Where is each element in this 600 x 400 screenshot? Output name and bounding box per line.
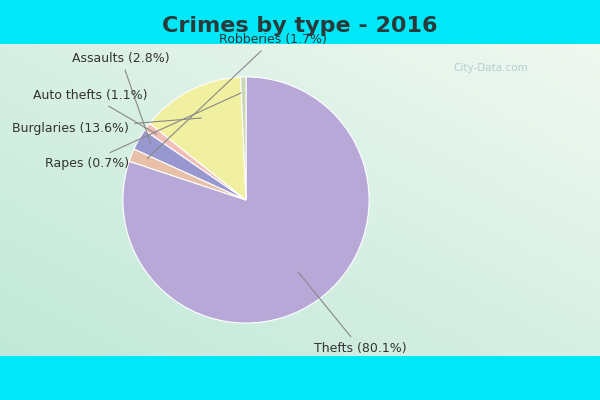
Text: Thefts (80.1%): Thefts (80.1%) <box>298 272 406 354</box>
Wedge shape <box>129 149 246 200</box>
Text: Auto thefts (1.1%): Auto thefts (1.1%) <box>33 89 157 134</box>
Text: City-Data.com: City-Data.com <box>453 63 528 73</box>
Text: Robberies (1.7%): Robberies (1.7%) <box>147 33 327 158</box>
Text: Burglaries (13.6%): Burglaries (13.6%) <box>12 118 202 135</box>
Text: Rapes (0.7%): Rapes (0.7%) <box>45 93 241 170</box>
Text: Assaults (2.8%): Assaults (2.8%) <box>72 52 170 144</box>
Wedge shape <box>150 77 246 200</box>
Wedge shape <box>134 130 246 200</box>
Wedge shape <box>123 77 369 323</box>
Wedge shape <box>145 123 246 200</box>
Wedge shape <box>241 77 246 200</box>
Text: Crimes by type - 2016: Crimes by type - 2016 <box>162 16 438 36</box>
